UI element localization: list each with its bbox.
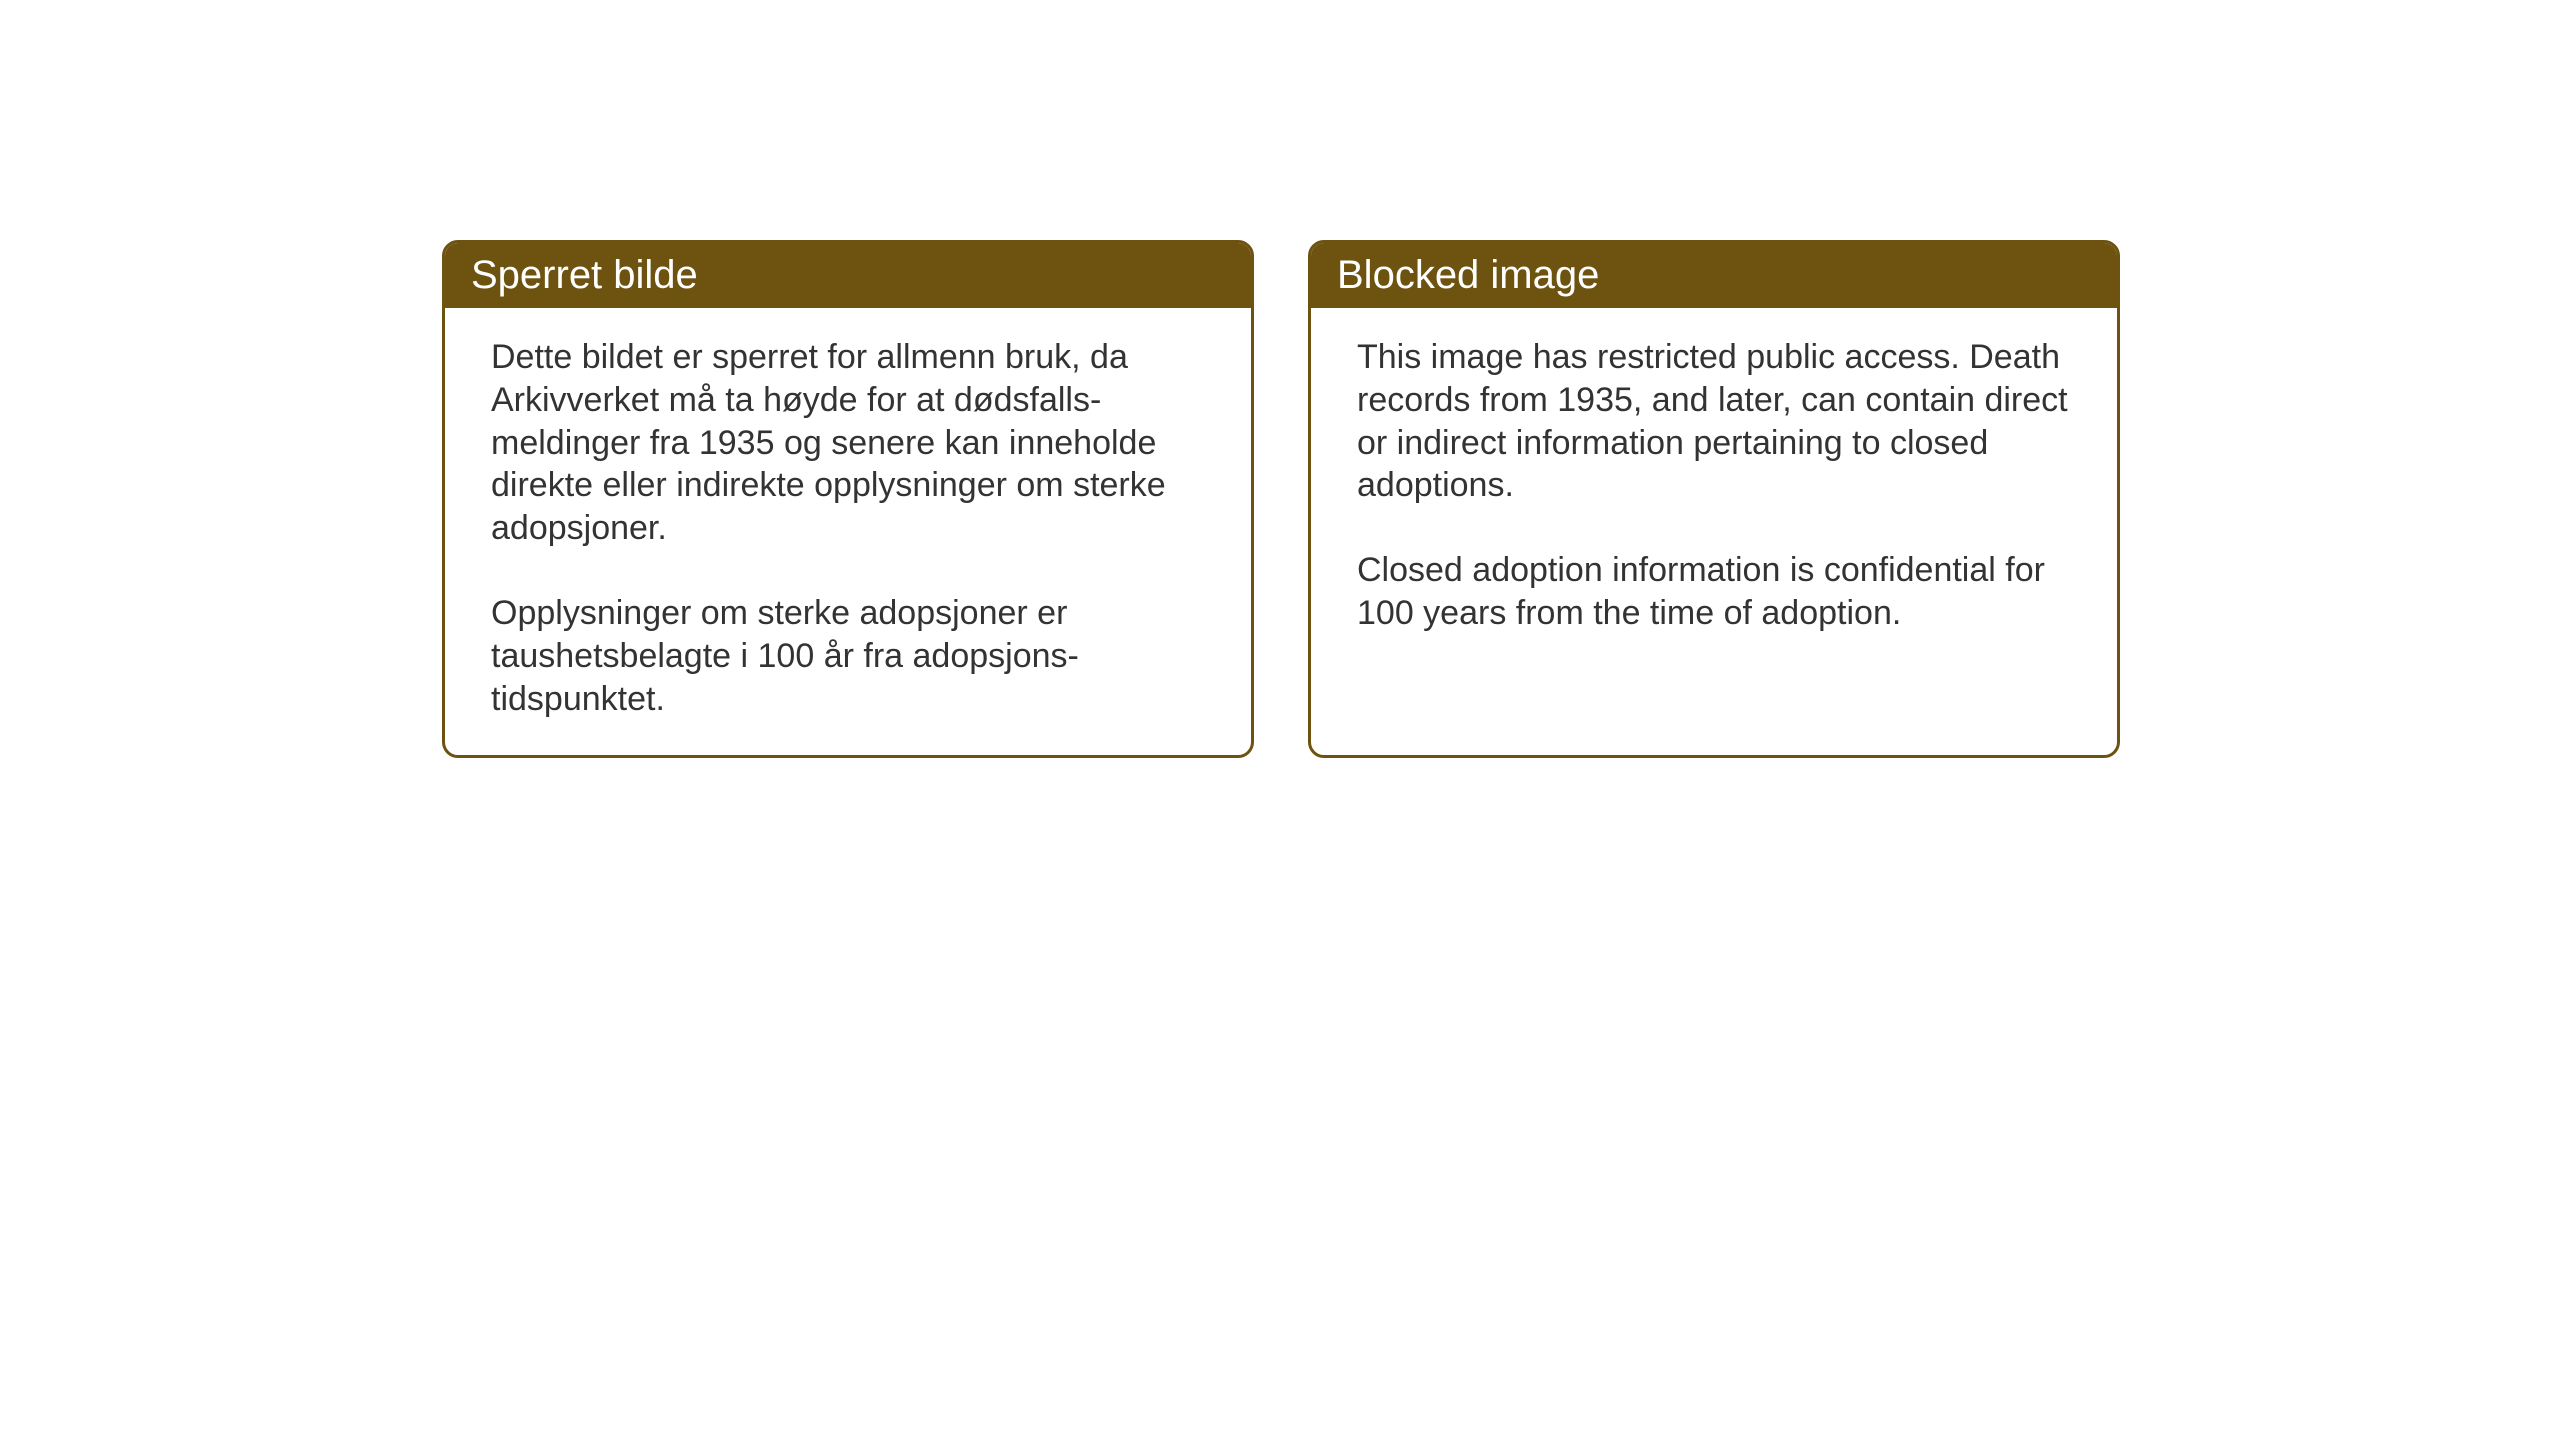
- notice-title-english: Blocked image: [1337, 253, 1599, 297]
- notice-body-english: This image has restricted public access.…: [1311, 308, 2117, 748]
- notice-paragraph: Dette bildet er sperret for allmenn bruk…: [491, 336, 1205, 550]
- notice-box-english: Blocked image This image has restricted …: [1308, 240, 2120, 758]
- notice-header-english: Blocked image: [1311, 243, 2117, 308]
- notice-header-norwegian: Sperret bilde: [445, 243, 1251, 308]
- notice-paragraph: Opplysninger om sterke adopsjoner er tau…: [491, 592, 1205, 720]
- notice-box-norwegian: Sperret bilde Dette bildet er sperret fo…: [442, 240, 1254, 758]
- notice-paragraph: This image has restricted public access.…: [1357, 336, 2071, 507]
- notice-paragraph: Closed adoption information is confident…: [1357, 549, 2071, 635]
- notice-container: Sperret bilde Dette bildet er sperret fo…: [442, 240, 2120, 758]
- notice-title-norwegian: Sperret bilde: [471, 253, 698, 297]
- notice-body-norwegian: Dette bildet er sperret for allmenn bruk…: [445, 308, 1251, 755]
